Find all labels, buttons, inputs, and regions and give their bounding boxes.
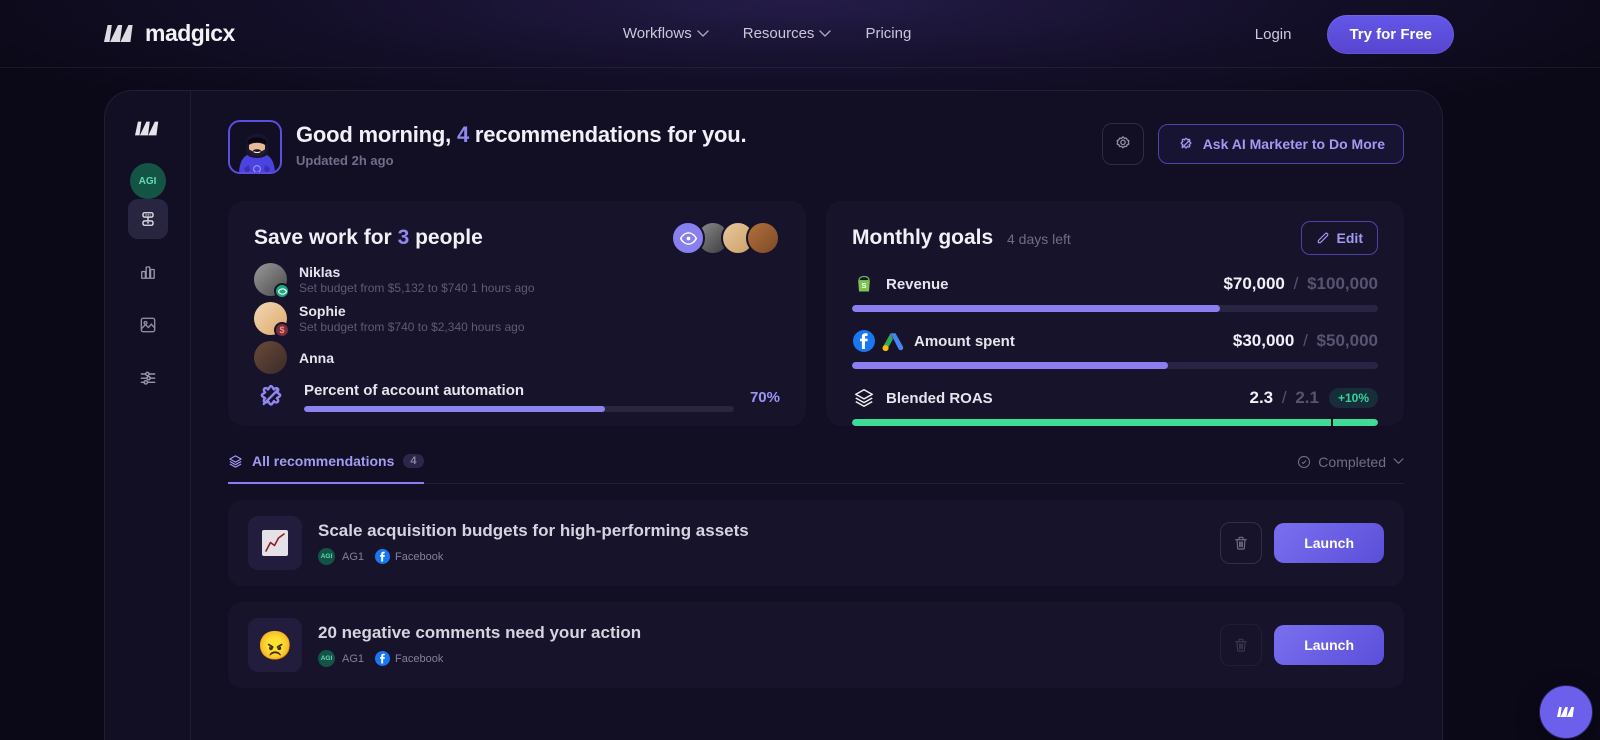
svg-text:S: S bbox=[861, 281, 866, 290]
